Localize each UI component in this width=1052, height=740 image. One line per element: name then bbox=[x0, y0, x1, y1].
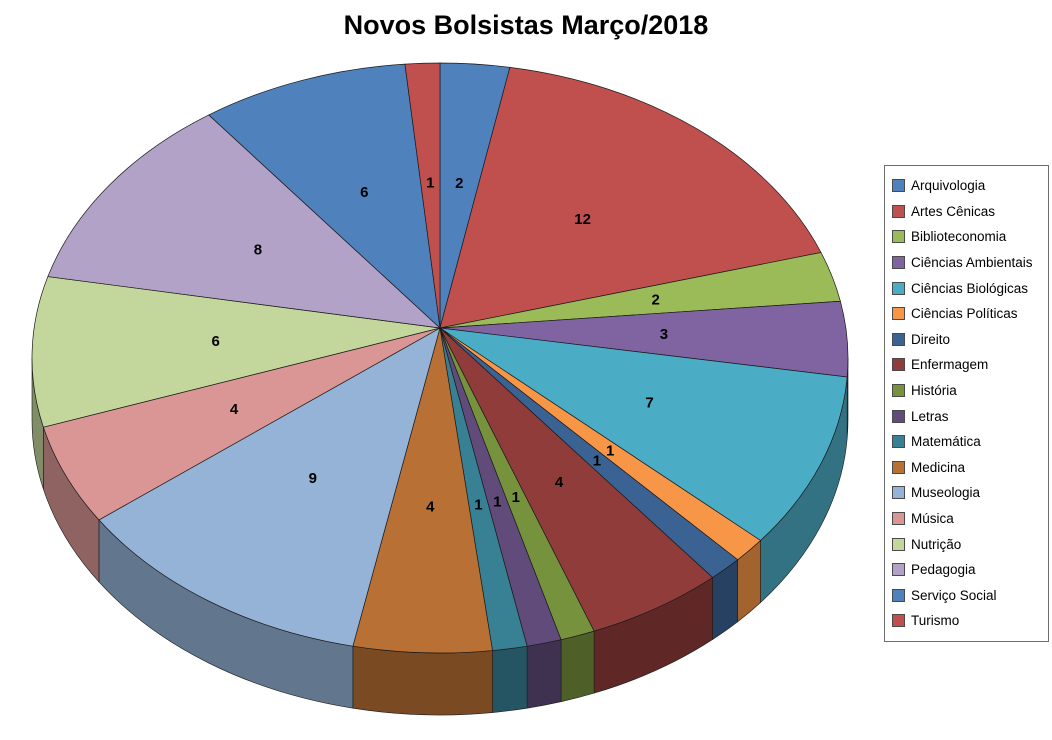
legend-label: Enfermagem bbox=[911, 357, 989, 373]
legend-swatch-icon bbox=[892, 460, 905, 474]
legend-swatch-icon bbox=[892, 256, 905, 270]
pie-slice-label: 1 bbox=[593, 452, 601, 469]
pie-slice bbox=[352, 327, 493, 654]
legend-label: Serviço Social bbox=[911, 587, 997, 603]
pie-slice-label: 1 bbox=[512, 489, 520, 506]
legend-swatch-icon bbox=[892, 588, 905, 602]
legend-swatch-icon bbox=[892, 512, 905, 526]
legend-label: Ciências Biológicas bbox=[911, 280, 1029, 296]
pie-slice-label: 7 bbox=[645, 395, 653, 412]
legend-label: Artes Cênicas bbox=[911, 203, 996, 219]
legend-swatch-icon bbox=[892, 563, 905, 577]
pie-slice-label: 1 bbox=[493, 493, 501, 510]
legend-swatch-icon bbox=[892, 384, 905, 398]
legend-item: Artes Cênicas bbox=[892, 199, 1042, 225]
legend-swatch-icon bbox=[892, 435, 905, 449]
legend-label: Museologia bbox=[911, 485, 981, 501]
pie-slice-label: 1 bbox=[426, 174, 434, 191]
legend-label: Música bbox=[911, 511, 954, 527]
legend-item: Arquivologia bbox=[892, 173, 1042, 199]
pie-slice bbox=[404, 62, 441, 329]
legend-swatch-icon bbox=[892, 486, 905, 500]
legend-label: Biblioteconomia bbox=[911, 229, 1007, 245]
legend-item: Medicina bbox=[892, 455, 1042, 481]
pie-slice-side bbox=[526, 639, 562, 709]
pie-slice-label: 1 bbox=[474, 496, 482, 513]
pie-slice bbox=[42, 327, 441, 521]
legend-swatch-icon bbox=[892, 358, 905, 372]
legend-label: Turismo bbox=[911, 613, 960, 629]
legend-item: Biblioteconomia bbox=[892, 224, 1042, 250]
legend-swatch-icon bbox=[892, 307, 905, 321]
pie-slice bbox=[439, 327, 848, 541]
legend-item: Turismo bbox=[892, 608, 1042, 634]
pie-slice-side bbox=[352, 645, 493, 716]
pie-slice-label: 2 bbox=[652, 292, 660, 309]
pie-slice bbox=[98, 327, 441, 647]
chart-title: Novos Bolsistas Março/2018 bbox=[343, 10, 709, 40]
legend-item: História bbox=[892, 378, 1042, 404]
pie-slice bbox=[31, 276, 441, 428]
pie-slice-label: 12 bbox=[574, 211, 591, 228]
legend-item: Ciências Biológicas bbox=[892, 275, 1042, 301]
legend-item: Serviço Social bbox=[892, 583, 1042, 609]
legend-label: Direito bbox=[911, 331, 951, 347]
pie-slice bbox=[439, 327, 714, 632]
legend-swatch-icon bbox=[892, 179, 905, 193]
legend-label: Ciências Políticas bbox=[911, 306, 1018, 322]
legend-item: Enfermagem bbox=[892, 352, 1042, 378]
legend: Arquivologia Artes Cênicas Biblioteconomia… bbox=[884, 165, 1049, 642]
pie-slice-label: 8 bbox=[254, 242, 262, 259]
pie-slice-side bbox=[492, 645, 528, 713]
legend-swatch-icon bbox=[892, 230, 905, 244]
legend-swatch-icon bbox=[892, 537, 905, 551]
legend-label: Medicina bbox=[911, 459, 966, 475]
pie-slice-label: 6 bbox=[211, 333, 219, 350]
legend-swatch-icon bbox=[892, 409, 905, 423]
legend-label: Matemática bbox=[911, 434, 981, 450]
pie-slice-label: 6 bbox=[360, 184, 368, 201]
legend-swatch-icon bbox=[892, 204, 905, 218]
pie-slice-label: 3 bbox=[660, 326, 668, 343]
pie-slice bbox=[208, 63, 441, 329]
legend-swatch-icon bbox=[892, 614, 905, 628]
pie-slice bbox=[47, 114, 442, 329]
legend-item: Pedagogia bbox=[892, 557, 1042, 583]
pie-slice-label: 4 bbox=[555, 474, 564, 491]
legend-label: Arquivologia bbox=[911, 178, 986, 194]
legend-label: História bbox=[911, 383, 957, 399]
pie-slice-side bbox=[560, 630, 595, 703]
legend-item: Matemática bbox=[892, 429, 1042, 455]
pie-slice-label: 2 bbox=[455, 175, 463, 192]
legend-swatch-icon bbox=[892, 281, 905, 295]
legend-swatch-icon bbox=[892, 332, 905, 346]
pie-slice-label: 4 bbox=[426, 499, 435, 516]
legend-label: Pedagogia bbox=[911, 562, 976, 578]
legend-item: Ciências Políticas bbox=[892, 301, 1042, 327]
legend-item: Nutrição bbox=[892, 531, 1042, 557]
pie-slice bbox=[439, 66, 822, 329]
legend-label: Ciências Ambientais bbox=[911, 255, 1033, 271]
pie-slice-label: 4 bbox=[230, 401, 239, 418]
legend-item: Letras bbox=[892, 403, 1042, 429]
legend-item: Direito bbox=[892, 327, 1042, 353]
legend-item: Ciências Ambientais bbox=[892, 250, 1042, 276]
legend-label: Letras bbox=[911, 408, 949, 424]
legend-item: Música bbox=[892, 506, 1042, 532]
pie-slice-label: 1 bbox=[606, 442, 614, 459]
legend-item: Museologia bbox=[892, 480, 1042, 506]
legend-label: Nutrição bbox=[911, 536, 962, 552]
pie-slice-label: 9 bbox=[309, 470, 317, 487]
